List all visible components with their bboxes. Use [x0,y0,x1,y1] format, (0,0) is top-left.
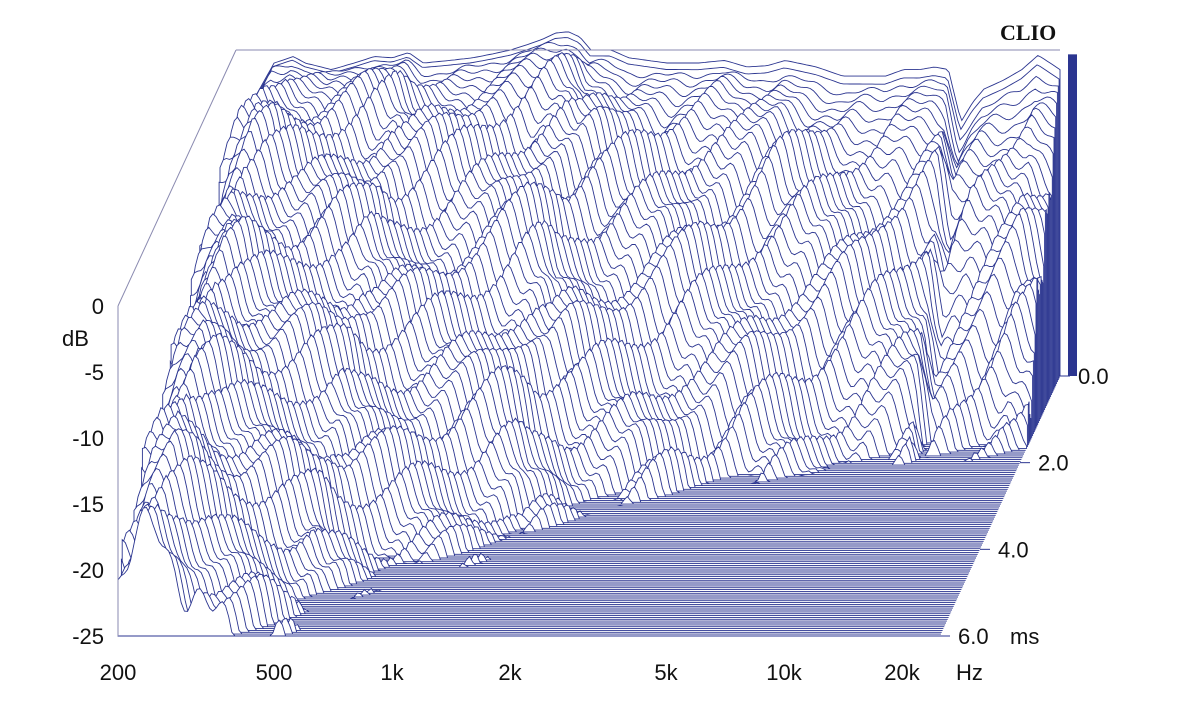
decay-slice [160,335,984,542]
z-tick-label: 2.0 [1038,451,1069,476]
z-tick-label: 6.0 [958,624,989,649]
left-top-edge [117,49,237,307]
x-tick-label: 200 [100,660,137,685]
x-tick-label: 1k [380,660,404,685]
slices-layer [117,31,1061,637]
x-tick-label: 500 [256,660,293,685]
y-axis: 0 -5 -10 -15 -20 -25 [72,294,104,649]
y-tick-label: -5 [84,360,104,385]
y-tick-label: 0 [92,294,104,319]
y-tick-label: -15 [72,492,104,517]
x-axis-label: Hz [956,660,983,685]
z-axis: 0.0 2.0 4.0 6.0 [940,364,1109,649]
x-tick-label: 2k [498,660,522,685]
y-tick-label: -25 [72,624,104,649]
x-tick-label: 10k [766,660,802,685]
color-bar [1068,54,1077,377]
color-scale-bar [1068,54,1077,377]
z-tick-label: 4.0 [998,537,1029,562]
y-tick-label: -20 [72,558,104,583]
x-tick-label: 20k [884,660,920,685]
y-tick-label: -10 [72,426,104,451]
decay-slice [120,509,943,631]
z-tick-label: 0.0 [1078,364,1109,389]
z-axis-label: ms [1010,624,1039,649]
clio-brand-logo: CLIO [1000,20,1056,45]
frame-layer [117,49,1060,636]
decay-slice [117,507,940,637]
x-tick-label: 5k [654,660,678,685]
x-axis: 200 500 1k 2k 5k 10k 20k Hz [100,660,983,685]
y-axis-label: dB [62,326,89,351]
